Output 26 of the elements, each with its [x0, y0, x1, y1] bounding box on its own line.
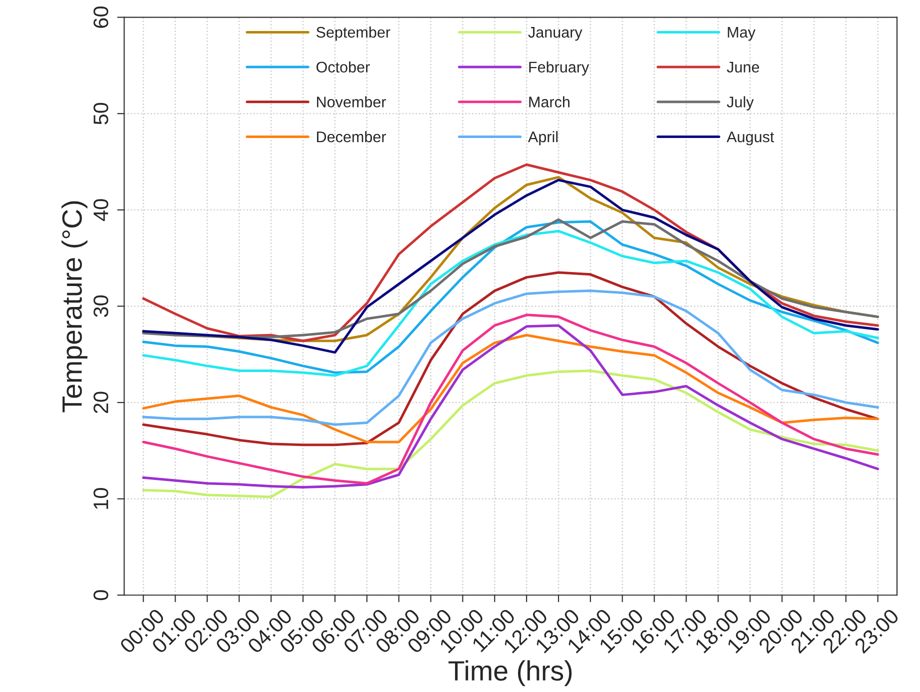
legend-label: August [726, 132, 774, 146]
y-tick-label: 0 [94, 590, 108, 600]
y-tick-label: 10 [94, 488, 108, 509]
line-series [142, 218, 880, 338]
y-tick-label: 60 [94, 6, 108, 28]
legend-label: February [529, 61, 590, 76]
line-series [142, 334, 880, 444]
y-tick-label: 20 [94, 392, 108, 414]
legend-label: September [316, 26, 390, 41]
x-axis-title: Time (hrs) [448, 660, 572, 686]
legend-label: October [316, 61, 370, 73]
legend-label: July [726, 96, 754, 110]
legend-label: May [728, 27, 756, 41]
legend-label: January [528, 27, 582, 41]
y-axis-title: Temperature (°C) [62, 201, 88, 412]
line-series [142, 271, 880, 446]
line-series [142, 369, 880, 498]
legend-label: April [528, 131, 558, 146]
y-tick-label: 40 [94, 199, 108, 222]
y-tick-label: 30 [94, 295, 108, 317]
legend-label: November [317, 96, 386, 108]
y-tick-label: 50 [94, 102, 108, 124]
legend-label: December [317, 131, 386, 142]
legend-label: June [726, 62, 760, 73]
legend-label: March [529, 96, 570, 108]
line-series [142, 290, 880, 426]
